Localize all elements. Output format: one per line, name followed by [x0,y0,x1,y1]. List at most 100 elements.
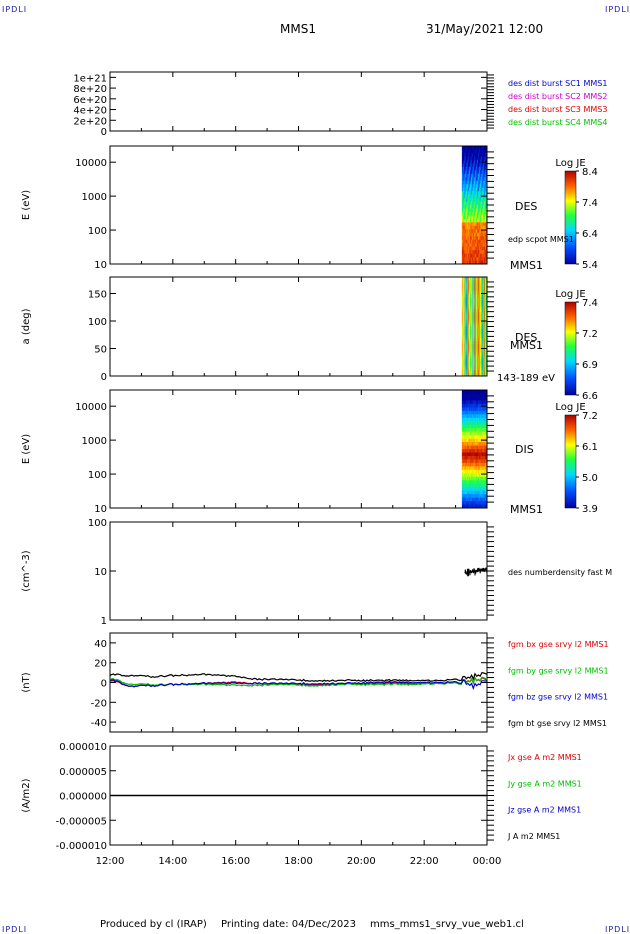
heatmap-cell [477,149,479,154]
heatmap-cell [477,320,479,324]
heatmap-cell [466,297,468,301]
heatmap-cell [469,317,471,322]
heatmap-cell [478,393,481,398]
heatmap-cell [477,341,479,345]
heatmap-cell [484,355,486,359]
heatmap-cell [476,173,478,178]
heatmap-cell [478,431,481,436]
heatmap-cell [463,173,465,178]
heatmap-cell [468,400,470,405]
heatmap-cell [476,187,478,192]
heatmap-cell [466,466,468,471]
heatmap-cell [464,393,466,398]
heatmap-cell [469,504,471,509]
heatmap-cell [477,297,479,301]
heatmap-cell [463,277,465,281]
heatmap-cell [465,355,467,359]
heatmap-cell [478,476,480,481]
heatmap-cell [474,343,476,348]
heatmap-cell [462,490,465,495]
heatmap-cell [485,329,487,333]
heatmap-cell [479,490,482,495]
legend-entry-fgm: fgm bz gse srvy l2 MMS1 [508,693,608,702]
heatmap-cell [478,246,481,251]
heatmap-cell [481,229,483,234]
heatmap-cell [465,229,467,234]
heatmap-cell [467,370,469,374]
heatmap-cell [484,191,486,195]
heatmap-cell [466,246,468,251]
y-tick-label-burst: 1e+21 [73,73,107,84]
colorbar-tick-label: 7.4 [582,198,598,209]
heatmap-cell [483,303,485,307]
heatmap-cell [473,222,475,227]
heatmap-cell [480,285,483,290]
heatmap-cell [462,476,465,481]
heatmap-cell [476,346,478,351]
heatmap-cell [481,250,483,254]
heatmap-cell [481,187,483,192]
heatmap-cell [484,156,486,161]
heatmap-cell [474,393,476,398]
heatmap-cell [466,229,468,234]
heatmap-cell [467,487,469,492]
heatmap-cell [474,469,476,474]
heatmap-cell [485,501,487,505]
heatmap-cell [467,320,469,324]
heatmap-cell [478,410,481,415]
heatmap-cell [481,166,483,171]
heatmap-cell [465,428,467,433]
heatmap-cell [466,435,468,439]
heatmap-cell [467,403,469,408]
heatmap-cell [466,225,468,230]
legend-entry-burst: des dist burst SC2 MMS2 [508,92,607,101]
heatmap-cell [469,462,471,467]
heatmap-cell [480,361,483,365]
heatmap-cell [462,487,465,492]
heatmap-cell [466,311,468,316]
heatmap-cell [465,250,467,254]
heatmap-cell [464,222,466,227]
heatmap-cell [478,208,480,213]
heatmap-cell [485,410,487,415]
heatmap-cell [483,326,485,330]
heatmap-cell [485,343,487,348]
heatmap-cell [484,400,486,405]
heatmap-cell [480,424,483,429]
heatmap-cell [466,438,468,443]
heatmap-cell [478,438,480,443]
heatmap-cell [478,215,481,220]
heatmap-cell [476,449,478,453]
heatmap-cell [479,243,482,248]
heatmap-cell [462,159,465,164]
heatmap-cell [484,314,486,319]
heatmap-cell [463,291,465,295]
heatmap-cell [483,279,485,284]
heatmap-cell [479,431,482,436]
heatmap-cell [475,187,477,192]
heatmap-cell [471,421,474,426]
heatmap-cell [485,452,487,457]
heatmap-cell [468,438,470,443]
heatmap-cell [466,159,468,164]
heatmap-cell [465,208,467,213]
sub-label-dis_energy: MMS1 [510,503,543,516]
heatmap-cell [469,483,472,488]
heatmap-cell [475,466,477,471]
heatmap-cell [465,487,467,492]
heatmap-cell [482,431,484,436]
heatmap-cell [480,373,483,377]
heatmap-cell [474,428,476,433]
heatmap-cell [464,417,466,422]
heatmap-cell [479,424,482,429]
heatmap-cell [462,459,465,464]
heatmap-cell [462,250,465,254]
heatmap-cell [474,232,476,237]
heatmap-cell [480,332,483,336]
heatmap-cell [476,343,478,348]
heatmap-cell [478,156,481,161]
heatmap-cell [465,469,467,474]
heatmap-cell [478,332,480,336]
heatmap-cell [466,424,468,429]
heatmap-cell [461,323,464,327]
